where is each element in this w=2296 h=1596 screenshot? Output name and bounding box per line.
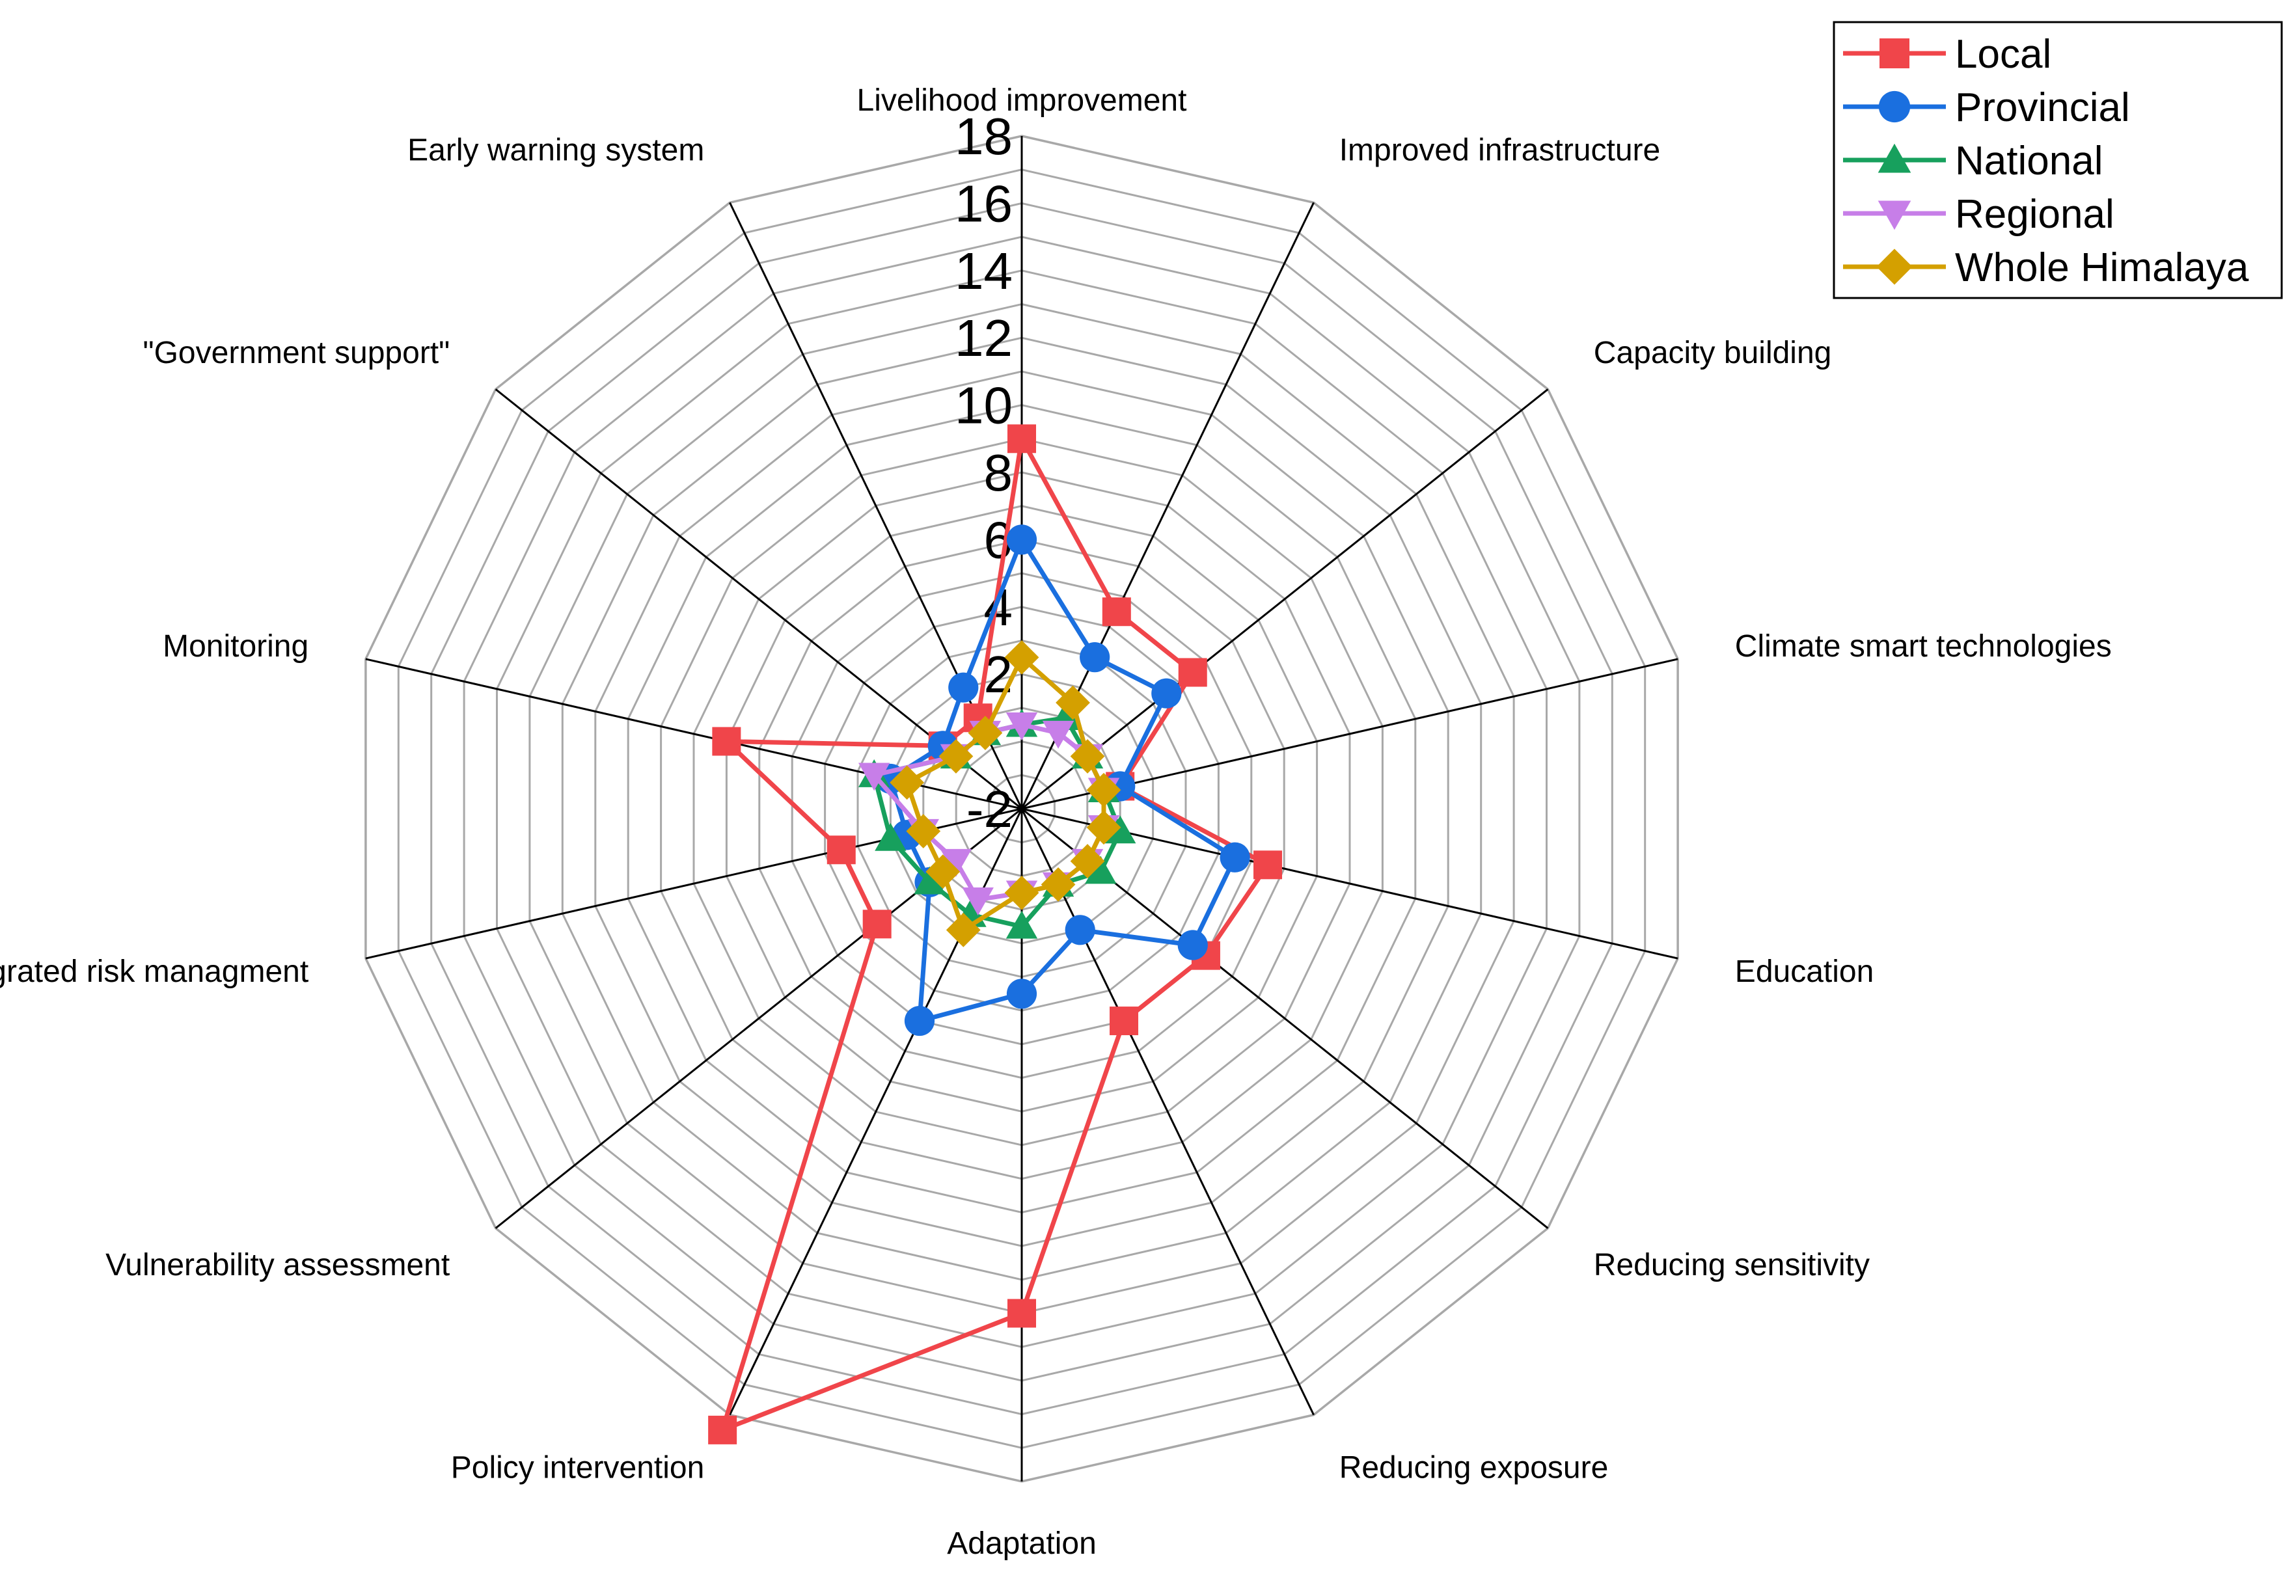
data-point-square	[1253, 850, 1283, 880]
tick-label: 18	[955, 107, 1013, 165]
data-point-square	[1102, 597, 1131, 627]
legend: Local Provincial National Regional Whole Him…	[1833, 21, 2283, 299]
data-point-diamond	[1070, 739, 1105, 774]
data-point-triangle-up	[1878, 143, 1911, 173]
legend-label: Whole Himalaya	[1955, 245, 2249, 290]
tick-label: 8	[984, 444, 1013, 502]
data-point-square	[862, 910, 892, 939]
category-label: Education	[1735, 954, 1874, 989]
data-point-triangle-up	[914, 866, 946, 895]
data-point-triangle-up	[1104, 815, 1136, 844]
data-point-square	[827, 835, 856, 865]
data-point-square	[708, 1415, 737, 1444]
data-point-diamond	[1004, 875, 1039, 910]
data-point-circle	[1220, 842, 1250, 872]
data-point-diamond	[1056, 685, 1090, 720]
category-label: Adaptation	[947, 1526, 1097, 1561]
category-label: "Government support"	[143, 336, 450, 370]
data-point-diamond	[1004, 640, 1039, 675]
tick-label: 10	[955, 377, 1013, 435]
data-point-diamond	[1876, 249, 1913, 285]
category-label: Early warning system	[407, 133, 704, 167]
series-provincial	[875, 524, 1250, 1036]
category-label: Reducing exposure	[1339, 1451, 1609, 1485]
legend-item: Whole Himalaya	[1843, 245, 2249, 290]
data-point-circle	[1878, 90, 1911, 123]
data-point-diamond	[1070, 844, 1105, 878]
tick-label: 12	[955, 309, 1013, 367]
data-point-square	[1879, 38, 1909, 68]
data-point-square	[1007, 424, 1036, 453]
data-point-diamond	[938, 739, 974, 774]
data-point-triangle-down	[940, 848, 972, 877]
data-point-triangle-up	[1005, 910, 1038, 939]
tick-label: -2	[966, 780, 1013, 838]
data-point-triangle-up	[1085, 856, 1117, 884]
category-label: Integrated risk managment	[0, 954, 308, 989]
category-label: Improved infrastructure	[1339, 133, 1661, 167]
series-layer	[708, 424, 1283, 1444]
spoke	[1020, 808, 1315, 1416]
series-whole-himalaya	[890, 640, 1121, 947]
data-point-square	[1178, 658, 1207, 687]
data-point-triangle-down	[1878, 200, 1911, 230]
category-label: Livelihood improvement	[857, 83, 1187, 118]
data-point-diamond	[1041, 867, 1076, 902]
legend-label: National	[1955, 139, 2103, 183]
category-label: Reducing sensitivity	[1594, 1248, 1870, 1282]
category-label: Monitoring	[163, 629, 308, 664]
data-point-triangle-down	[962, 887, 994, 915]
data-point-square	[1110, 1007, 1139, 1036]
data-point-diamond	[1086, 772, 1121, 807]
legend-item: Local	[1843, 32, 2051, 77]
data-point-diamond	[925, 854, 961, 889]
category-label: Policy intervention	[451, 1451, 705, 1485]
data-point-diamond	[946, 912, 981, 947]
data-point-square	[1007, 1299, 1036, 1328]
legend-item: Regional	[1843, 192, 2114, 237]
spoke	[1021, 388, 1549, 810]
category-label: Climate smart technologies	[1735, 629, 2112, 664]
data-point-circle	[948, 672, 979, 703]
data-point-square	[712, 727, 741, 756]
legend-label: Regional	[1955, 192, 2114, 237]
data-point-triangle-down	[1005, 712, 1038, 740]
data-point-triangle-down	[1042, 720, 1074, 749]
data-point-circle	[1080, 642, 1110, 673]
legend-label: Local	[1955, 32, 2051, 77]
data-point-circle	[1151, 678, 1182, 709]
legend-label: Provincial	[1955, 85, 2130, 130]
data-point-diamond	[906, 814, 941, 848]
category-labels: Livelihood improvement Improved infrastru…	[0, 83, 2112, 1561]
data-point-triangle-down	[858, 763, 890, 791]
tick-label: 14	[955, 242, 1013, 300]
tick-label: 16	[955, 174, 1013, 232]
data-point-circle	[1006, 979, 1037, 1009]
data-point-circle	[1177, 930, 1208, 960]
category-label: Vulnerability assessment	[105, 1248, 450, 1282]
data-point-diamond	[1086, 810, 1121, 845]
spoke	[1021, 807, 1678, 960]
legend-item: National	[1843, 139, 2103, 183]
legend-item: Provincial	[1843, 85, 2130, 130]
data-point-circle	[1065, 915, 1095, 945]
data-point-diamond	[968, 716, 1003, 750]
data-point-circle	[904, 1005, 935, 1036]
data-point-triangle-up	[875, 822, 907, 851]
data-point-circle	[1006, 524, 1037, 555]
data-point-diamond	[890, 765, 924, 800]
category-label: Capacity building	[1594, 336, 1832, 370]
